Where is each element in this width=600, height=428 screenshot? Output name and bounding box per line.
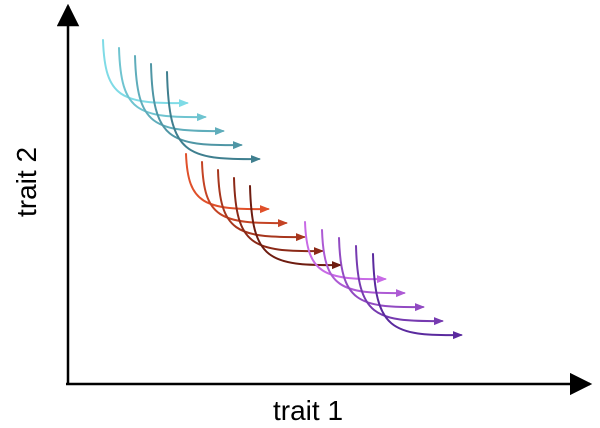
red-group-curve xyxy=(201,161,288,228)
purple-group-curve xyxy=(338,237,425,312)
cyan-group-curve xyxy=(102,39,189,108)
cyan-group-curve xyxy=(134,55,225,136)
purple-group-curve xyxy=(321,229,406,298)
red-group-curve xyxy=(217,169,306,242)
red-group-curve xyxy=(233,177,324,256)
cyan-group-curve xyxy=(166,71,261,164)
red-group-curve xyxy=(249,185,342,270)
purple-group-curve xyxy=(304,221,387,284)
red-group-curve xyxy=(185,153,270,214)
purple-group-curve xyxy=(355,245,444,326)
cyan-group-curve xyxy=(150,63,243,150)
cyan-group-curve xyxy=(118,47,207,122)
trajectory-curves xyxy=(102,39,463,340)
y-axis-label: trait 2 xyxy=(11,147,42,217)
purple-group-curve xyxy=(372,253,463,340)
x-axis-label: trait 1 xyxy=(273,395,343,426)
